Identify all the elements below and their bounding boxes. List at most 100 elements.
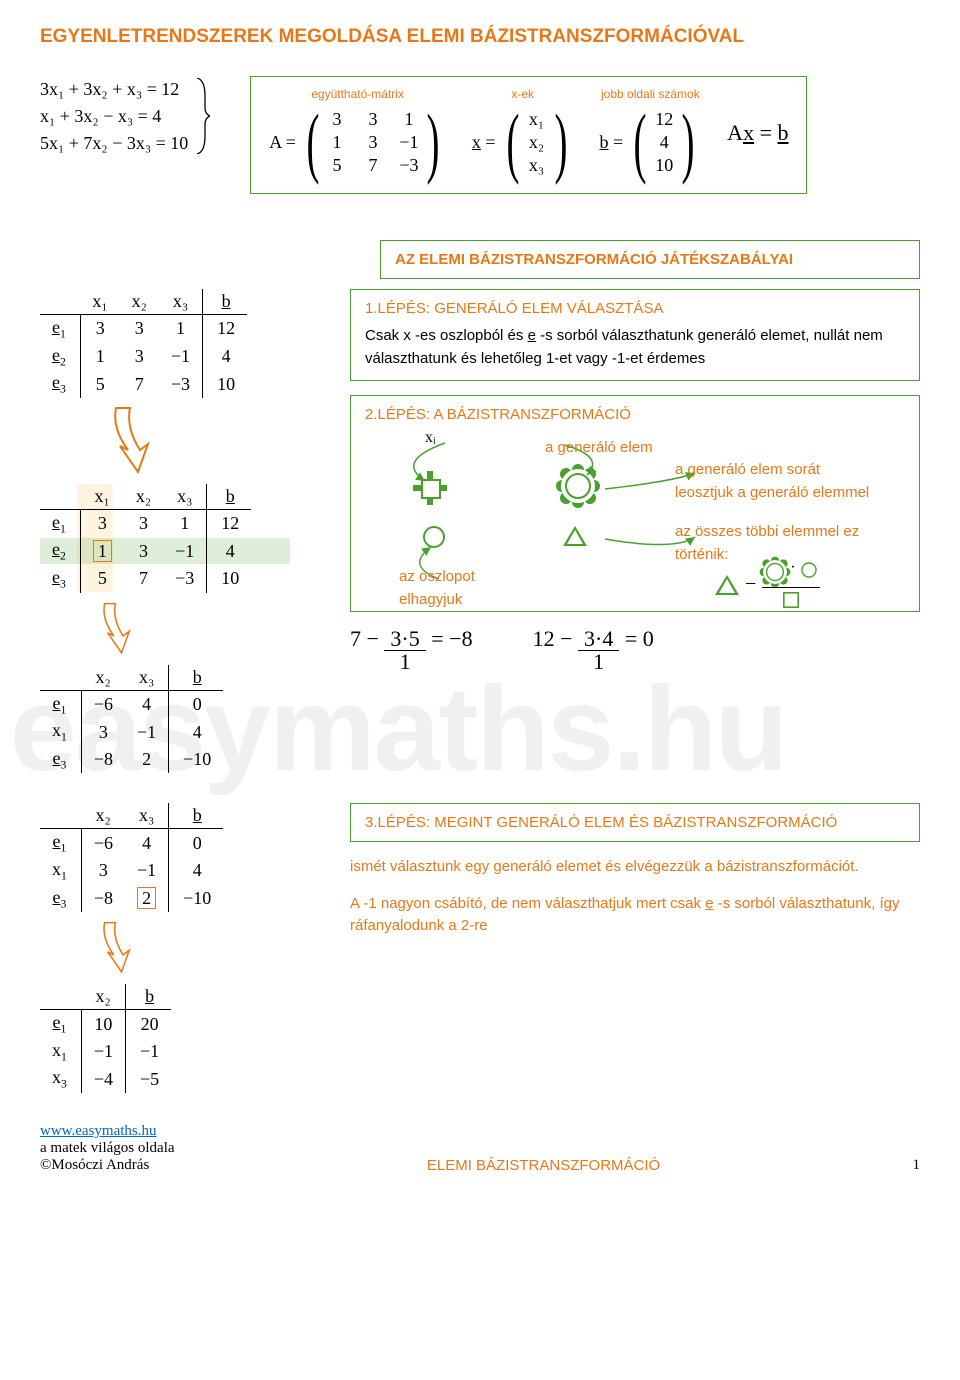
t1r2c2: −3 — [159, 370, 203, 398]
zone-2: x₂x₃b e1−640 x13−14 e3−82−10 x₂b e11020 … — [40, 803, 920, 1093]
step2-box: 2.LÉPÉS: A BÁZISTRANSZFORMÁCIÓ xᵢ a gene… — [350, 395, 920, 612]
calc1-num: 3·5 — [384, 628, 425, 651]
t3c0: x₂ — [81, 665, 125, 691]
step2-xi: xᵢ — [425, 429, 436, 447]
t2r2c1: 7 — [124, 565, 163, 593]
t2r0c1: 3 — [124, 509, 163, 537]
t1c0: x₁ — [80, 289, 119, 315]
tableau-5: x₂b e11020 x1−1−1 x3−4−5 — [40, 984, 310, 1093]
t1r2c0: 5 — [80, 370, 119, 398]
square-icon — [421, 479, 441, 499]
square-icon — [783, 592, 799, 608]
t3r2b: −10 — [169, 746, 224, 774]
brace-icon — [196, 78, 210, 154]
t2r1c2: −1 — [163, 537, 207, 565]
calc1-den: 1 — [394, 651, 417, 673]
step3-body2: A -1 nagyon csábító, de nem választhatju… — [350, 893, 920, 938]
t2r1b: 4 — [207, 537, 252, 565]
x1: x₂ — [526, 132, 548, 153]
tableau-3: x₂x₃b e1−640 x13−14 e3−82−10 — [40, 665, 310, 774]
matrix-b-name: b = — [600, 132, 624, 153]
t5r0b: 20 — [126, 1010, 172, 1038]
step3-body1: ismét választunk egy generáló elemet és … — [350, 856, 920, 879]
t2c2: x₃ — [163, 484, 207, 510]
main-zone: x₁x₂x₃b e133112 e213−14 e357−310 x₁x₂x₃b… — [40, 289, 920, 773]
t1r0b: 12 — [203, 315, 248, 343]
triangle-icon — [715, 575, 739, 595]
A02: 1 — [398, 109, 420, 130]
t3r0b: 0 — [169, 690, 224, 718]
calc2-lhs: 12 − — [533, 626, 573, 651]
t3r2c1: 2 — [125, 746, 169, 774]
A00: 3 — [326, 109, 348, 130]
t5c0: x₂ — [81, 984, 125, 1010]
eq2: x₁ + 3x₂ − x₃ = 4 — [40, 103, 188, 130]
calc2-num: 3·4 — [578, 628, 619, 651]
t2r2c2: −3 — [163, 565, 207, 593]
x2: x₃ — [526, 155, 548, 176]
calc2-den: 1 — [587, 651, 610, 673]
t2r0b: 12 — [207, 509, 252, 537]
A11: 3 — [362, 132, 384, 153]
t4r0b: 0 — [169, 829, 224, 857]
t1r1c1: 3 — [120, 343, 159, 371]
t1r1c0: 1 — [80, 343, 119, 371]
down-arrow-icon — [100, 601, 140, 657]
page-title: EGYENLETRENDSZEREK MEGOLDÁSA ELEMI BÁZIS… — [40, 26, 920, 48]
t1c2: x₃ — [159, 289, 203, 315]
t4r1c1: −1 — [125, 857, 169, 885]
step2-oszlop: az oszlopot elhagyjuk — [399, 566, 519, 611]
t2c0: x₁ — [80, 484, 124, 510]
calculations: 7 − 3·51 = −8 12 − 3·41 = 0 — [350, 626, 920, 673]
t1r0c1: 3 — [120, 315, 159, 343]
eq1: 3x₁ + 3x₂ + x₃ = 12 — [40, 76, 188, 103]
t5r1c0: −1 — [81, 1038, 125, 1066]
A21: 7 — [362, 155, 384, 176]
t2-pivot: 1 — [93, 540, 112, 562]
b1: 4 — [653, 132, 675, 153]
rules-title: AZ ELEMI BÁZISTRANSZFORMÁCIÓ JÁTÉKSZABÁL… — [380, 240, 920, 279]
t4r0c0: −6 — [81, 829, 125, 857]
t4r2c0: −8 — [81, 885, 125, 913]
calc2-rhs: = 0 — [625, 626, 654, 651]
equation-system: 3x₁ + 3x₂ + x₃ = 12 x₁ + 3x₂ − x₃ = 4 5x… — [40, 76, 210, 194]
t4-pivot: 2 — [137, 887, 156, 909]
eq3: 5x₁ + 7x₂ − 3x₃ = 10 — [40, 130, 188, 157]
step2-gen: a generáló elem — [545, 437, 653, 460]
triangle-icon — [563, 526, 587, 546]
footer-link[interactable]: www.easymaths.hu — [40, 1123, 157, 1139]
t1r2c1: 7 — [120, 370, 159, 398]
t1r0c2: 1 — [159, 315, 203, 343]
t1r0c0: 3 — [80, 315, 119, 343]
footer-center: ELEMI BÁZISTRANSZFORMÁCIÓ — [427, 1157, 660, 1174]
t2c1: x₂ — [124, 484, 163, 510]
b2: 10 — [653, 155, 675, 176]
b0: 12 — [653, 109, 675, 130]
t1r1b: 4 — [203, 343, 248, 371]
A22: −3 — [398, 155, 420, 176]
calc1-lhs: 7 − — [350, 626, 379, 651]
step3-title: 3.LÉPÉS: MEGINT GENERÁLÓ ELEM ÉS BÁZISTR… — [365, 814, 905, 831]
t4r1c0: 3 — [81, 857, 125, 885]
calc1-rhs: = −8 — [431, 626, 472, 651]
step3-box: 3.LÉPÉS: MEGINT GENERÁLÓ ELEM ÉS BÁZISTR… — [350, 803, 920, 842]
t5r2c0: −4 — [81, 1065, 125, 1093]
tableau-1: x₁x₂x₃b e133112 e213−14 e357−310 — [40, 289, 310, 398]
t3r1c1: −1 — [125, 718, 169, 746]
t3c1: x₃ — [125, 665, 169, 691]
moon-icon — [801, 562, 816, 577]
t2r2c0: 5 — [80, 565, 124, 593]
footer-page: 1 — [913, 1157, 921, 1174]
t1c1: x₂ — [120, 289, 159, 315]
x0: x₁ — [526, 109, 548, 130]
sun-icon — [766, 563, 784, 581]
t3r0c0: −6 — [81, 690, 125, 718]
footer-tag: a matek világos oldala — [40, 1140, 175, 1156]
t4r2b: −10 — [169, 885, 224, 913]
A12: −1 — [398, 132, 420, 153]
matrix-A-label: együttható-mátrix — [311, 87, 404, 101]
down-arrow-icon — [110, 406, 162, 476]
A20: 5 — [326, 155, 348, 176]
A10: 1 — [326, 132, 348, 153]
sun-icon — [565, 473, 591, 499]
